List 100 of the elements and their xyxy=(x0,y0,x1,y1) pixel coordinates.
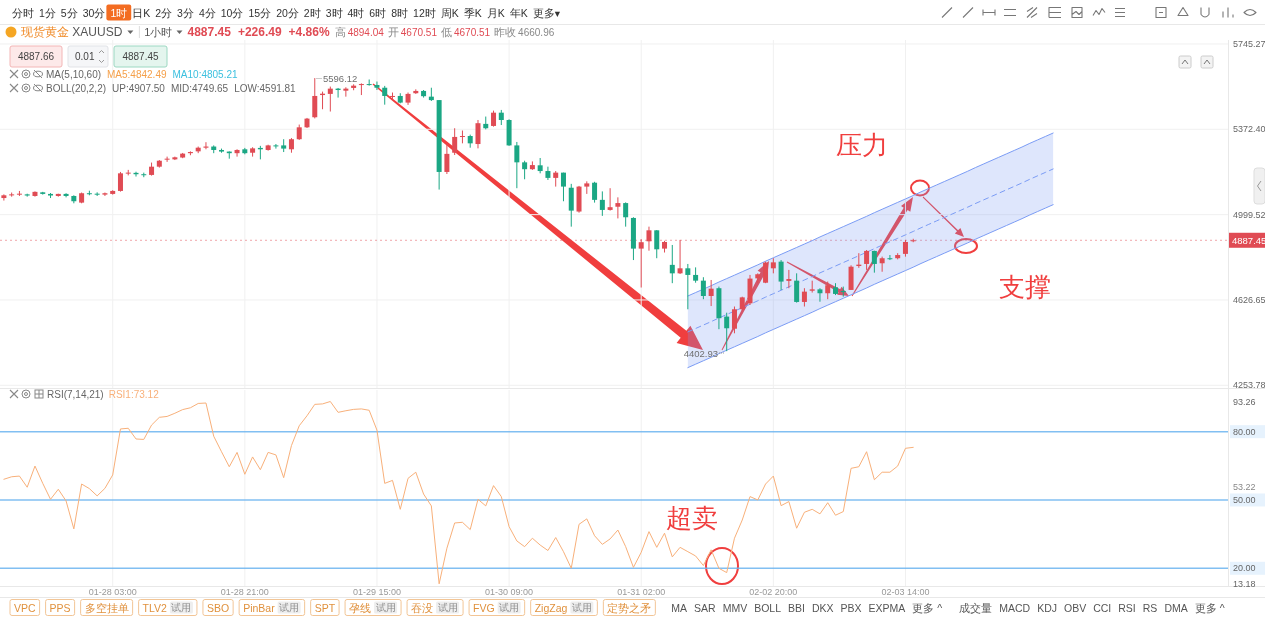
text: DKX xyxy=(811,601,834,614)
line-series xyxy=(3,401,914,585)
x-tick-label: 02-02 20:00 xyxy=(749,586,798,597)
text: VPC xyxy=(14,601,37,614)
text: 更多 ^ xyxy=(1194,601,1225,614)
text: BOLL xyxy=(754,601,782,614)
annotation: 4887.45 xyxy=(122,51,160,62)
text: 季K xyxy=(463,6,482,19)
annotation: UP:4907.50 xyxy=(112,82,166,94)
annotation: MID:4749.65 xyxy=(170,82,229,94)
annotation: 支撑 xyxy=(999,272,1051,302)
text: 孕线 试用 xyxy=(349,601,396,614)
text: 成交量 xyxy=(959,601,993,614)
text: 10分 xyxy=(220,6,244,19)
text: 8时 xyxy=(391,6,409,19)
text: DMA xyxy=(1164,601,1188,614)
text: 6时 xyxy=(369,6,387,19)
text: KDJ xyxy=(1037,601,1057,614)
y-tick-label: 5745.27 xyxy=(1233,38,1265,49)
text: 15分 xyxy=(248,6,272,19)
text: 更多▾ xyxy=(532,6,561,19)
text: 20分 xyxy=(276,6,299,19)
text: 昨收 xyxy=(494,26,517,38)
text: RSI(7,14,21) xyxy=(47,388,104,400)
annotation: 0.01 xyxy=(75,51,95,62)
annotation: 4402.93 xyxy=(683,347,718,359)
text: 30分 xyxy=(82,6,106,19)
text: 3分 xyxy=(177,6,194,19)
text: 2分 xyxy=(155,6,173,19)
text: 12时 xyxy=(413,6,436,19)
chart-subtitle: 1小时 xyxy=(144,26,173,38)
text: 4时 xyxy=(347,6,365,19)
text: SBO xyxy=(206,601,230,614)
text: 低 xyxy=(440,26,452,38)
y-tick-label: 80.00 xyxy=(1233,426,1256,437)
y-tick-label: 4626.65 xyxy=(1233,294,1265,305)
text: TLV2 试用 xyxy=(142,601,192,614)
text: 周K xyxy=(440,6,459,19)
y-tick-label: 93.26 xyxy=(1233,396,1256,407)
text: +4.86% xyxy=(288,25,330,39)
x-tick-label: 01-28 03:00 xyxy=(88,586,137,597)
text: 分时 xyxy=(12,6,34,19)
line-series xyxy=(687,168,1054,333)
text: 4分 xyxy=(198,6,216,19)
text: RSI xyxy=(1118,601,1136,614)
text: 1分 xyxy=(39,6,56,19)
annotation: MA(5,10,60) xyxy=(46,68,102,80)
text: OBV xyxy=(1063,601,1087,614)
text: SPT xyxy=(314,601,336,614)
text: ZigZag 试用 xyxy=(534,601,592,614)
annotation: 5596.12 xyxy=(323,73,358,84)
y-tick-label: 50.00 xyxy=(1233,494,1256,505)
text: 吞没 试用 xyxy=(411,601,458,614)
text: FVG 试用 xyxy=(473,601,520,614)
text: 53.22 xyxy=(1233,482,1256,492)
text: 5分 xyxy=(60,6,78,19)
text: 4670.51 xyxy=(453,26,491,38)
annotation: LOW:4591.81 xyxy=(234,82,297,94)
text: 月K xyxy=(486,6,505,19)
text: 4660.96 xyxy=(518,26,555,38)
x-tick-label: 01-28 21:00 xyxy=(220,586,269,597)
text: 4887.45 xyxy=(187,25,232,39)
y-tick-label: 4999.52 xyxy=(1233,209,1265,220)
x-tick-label: 01-29 15:00 xyxy=(352,586,401,597)
y-tick-label: 13.18 xyxy=(1233,578,1256,589)
y-tick-label: 20.00 xyxy=(1233,563,1256,574)
annotation: MA10:4805.21 xyxy=(172,68,239,80)
text: SAR xyxy=(694,601,717,614)
text: 日K xyxy=(132,6,151,19)
annotation: 压力 xyxy=(836,130,888,160)
y-tick-label: 5372.40 xyxy=(1233,124,1265,135)
text: CCI xyxy=(1093,601,1112,614)
text: PBX xyxy=(840,601,862,614)
text: RS xyxy=(1142,601,1158,614)
text: 年K xyxy=(509,6,528,19)
text: +226.49 xyxy=(237,25,282,39)
text: MACD xyxy=(999,601,1031,614)
annotation: MA5:4842.49 xyxy=(107,68,167,80)
text: 2时 xyxy=(303,6,321,19)
text: 开 xyxy=(387,26,399,38)
text: 4894.04 xyxy=(347,26,385,38)
y-tick-label: 4253.78 xyxy=(1233,380,1265,391)
annotation: 4887.66 xyxy=(17,51,55,62)
x-tick-label: 01-30 09:00 xyxy=(485,586,534,597)
annotation: BOLL(20,2,2) xyxy=(46,82,107,94)
text: 1时 xyxy=(110,6,128,19)
text: BBI xyxy=(788,601,805,614)
chart-title: 现货黄金 XAUUSD xyxy=(21,25,123,39)
x-tick-label: 01-31 02:00 xyxy=(617,586,666,597)
text: EXPMA xyxy=(868,601,906,614)
text: 高 xyxy=(334,26,346,38)
text: PPS xyxy=(49,601,71,614)
text: 更多 ^ xyxy=(912,601,943,614)
x-tick-label: 02-03 14:00 xyxy=(881,586,930,597)
annotation: 超卖 xyxy=(666,503,718,533)
text: 定势之矛 xyxy=(607,601,652,614)
text: PinBar 试用 xyxy=(243,601,300,614)
text: MA xyxy=(671,601,688,614)
text: RSI1:73.12 xyxy=(108,388,160,400)
text: 多空挂单 xyxy=(84,601,129,614)
